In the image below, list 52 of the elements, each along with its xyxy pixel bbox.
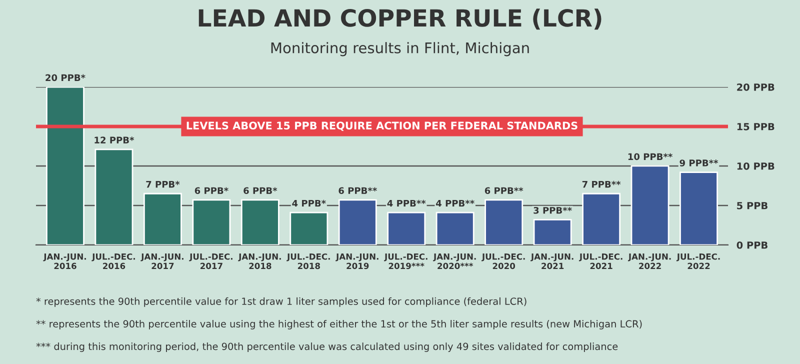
x-tick-label: JUL.-DEC. 2021 [578,253,622,270]
x-tick-label: JUL.-DEC. 2019*** [384,253,428,270]
x-tick-label: JUL.-DEC. 2016 [92,253,135,270]
bar [582,192,621,245]
bar [192,199,231,245]
bar [240,199,280,245]
chart-subtitle: Monitoring results in Flint, Michigan [271,42,529,56]
bar [46,86,84,245]
data-label: 10 PPB** [628,153,672,160]
x-tick-label: JUL.-DEC. 2017 [189,253,232,270]
data-label: 4 PPB* [292,200,326,207]
y-tick-label: 10 PPB [737,162,774,170]
y-tick-label: 5 PPB [737,202,768,210]
data-label: 12 PPB* [94,136,134,144]
x-tick-label: JUL.-DEC. 2018 [286,253,330,270]
data-label: 7 PPB* [146,180,180,188]
data-label: 6 PPB* [244,187,278,194]
data-label: 3 PPB** [534,206,572,214]
data-label: 6 PPB** [484,187,524,194]
text: ** represents the 90th percentile value using the highest of either the 1st or the 5th liter sample results (new Michigan LCR) [36,320,642,330]
x-tick-label: JUL.-DEC. 2022 [676,253,720,270]
bar [387,212,426,245]
x-tick-label: JUL.-DEC. 2020 [482,253,525,270]
bar [290,212,328,245]
data-label: 9 PPB** [680,160,718,166]
y-tick-label: 0 PPB [736,241,768,249]
y-tick-label: 15 PPB [737,123,774,130]
x-tick-label: JAN.-JUN. 2016 [43,254,86,270]
bar [533,219,572,245]
x-tick-label: JAN.-JUN. 2022 [628,254,671,270]
bar [484,199,524,245]
x-tick-label: JAN.-JUN. 2020*** [433,254,476,270]
chart-title: LEAD AND COPPER RULE (LCR) [198,8,602,30]
data-label: 4 PPB** [387,200,426,207]
bar [630,165,670,245]
x-tick-label: JAN.-JUN. 2018 [238,254,281,270]
y-tick-label: 20 PPB [737,83,774,91]
data-label: 6 PPB** [338,187,377,194]
data-label: 7 PPB** [582,180,621,188]
x-tick-label: JAN.-JUN. 2021 [530,254,574,270]
x-tick-label: JAN.-JUN. 2019 [336,254,378,270]
bar [680,172,718,245]
bar [338,199,377,245]
bar [436,212,474,245]
data-label: 6 PPB* [194,187,228,194]
text: * represents the 90th percentile value for 1st draw 1 liter samples used for compliance (federal LCR) [36,297,526,307]
bar [94,148,134,245]
data-label: 20 PPB* [46,74,86,82]
x-tick-label: JAN.-JUN. 2017 [140,254,184,270]
data-label: 4 PPB** [436,200,474,207]
bar [143,192,182,245]
text: *** during this monitoring period, the 90th percentile value was calculated using only 49 sites validated for compliance [36,342,618,352]
